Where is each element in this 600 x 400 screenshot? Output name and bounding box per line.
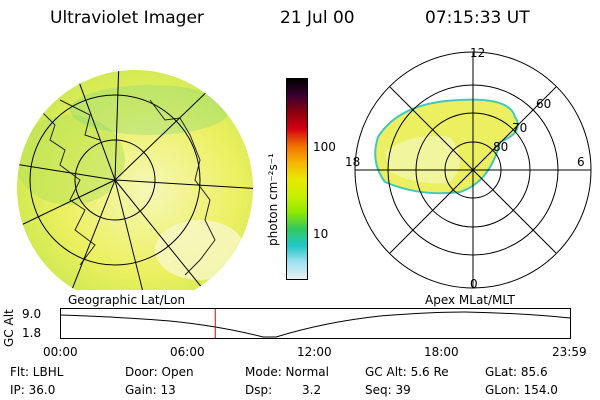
time-label: 07:15:33 UT	[425, 8, 530, 28]
info-ip: IP: 36.0	[10, 383, 56, 397]
info-gc-alt: GC Alt: 5.6 Re	[365, 365, 449, 379]
timeline-x-tick-0600: 06:00	[170, 345, 205, 359]
date-label: 21 Jul 00	[280, 8, 355, 28]
timeline-x-tick-2359: 23:59	[552, 345, 587, 359]
instrument-title: Ultraviolet Imager	[50, 8, 204, 28]
info-glat: GLat: 85.6	[485, 365, 548, 379]
polar-label-12: 12	[470, 46, 486, 60]
polar-label-18: 18	[345, 155, 361, 169]
polar-ring-label-80: 80	[493, 140, 509, 154]
timeline-x-tick-0000: 00:00	[43, 345, 78, 359]
timeline-x-tick-1800: 18:00	[424, 345, 459, 359]
timeline-x-tick-1200: 12:00	[297, 345, 332, 359]
info-glon: GLon: 154.0	[485, 383, 558, 397]
polar-label-6: 6	[577, 155, 585, 169]
altitude-curve	[60, 311, 571, 338]
info-flt: Flt: LBHL	[10, 365, 64, 379]
polar-plot	[354, 51, 592, 289]
colorbar-unit-label: photon cm⁻²s⁻¹	[266, 153, 280, 246]
colorbar-tick-10: 10	[313, 227, 329, 241]
polar-ring-label-70: 70	[512, 121, 528, 135]
info-mode: Mode: Normal	[245, 365, 329, 379]
info-seq: Seq: 39	[365, 383, 411, 397]
colorbar-tick-100: 100	[313, 140, 336, 154]
timeline-y-tick-low: 1.8	[22, 326, 42, 340]
info-door: Door: Open	[125, 365, 194, 379]
colorbar	[286, 78, 308, 280]
timeline-left-caption: Geographic Lat/Lon	[68, 293, 186, 307]
timeline-y-axis-label: GC Alt	[2, 309, 16, 347]
timeline-plot	[60, 308, 571, 339]
info-dsp-value: 3.2	[302, 383, 322, 397]
timeline-y-tick-high: 9.0	[22, 307, 42, 321]
info-gain: Gain: 13	[125, 383, 176, 397]
timeline-right-caption: Apex MLat/MLT	[425, 293, 515, 307]
polar-ring-label-60: 60	[536, 97, 552, 111]
polar-label-0: 0	[470, 277, 478, 291]
info-dsp-label: Dsp:	[245, 383, 273, 397]
geographic-globe-image	[17, 70, 253, 290]
